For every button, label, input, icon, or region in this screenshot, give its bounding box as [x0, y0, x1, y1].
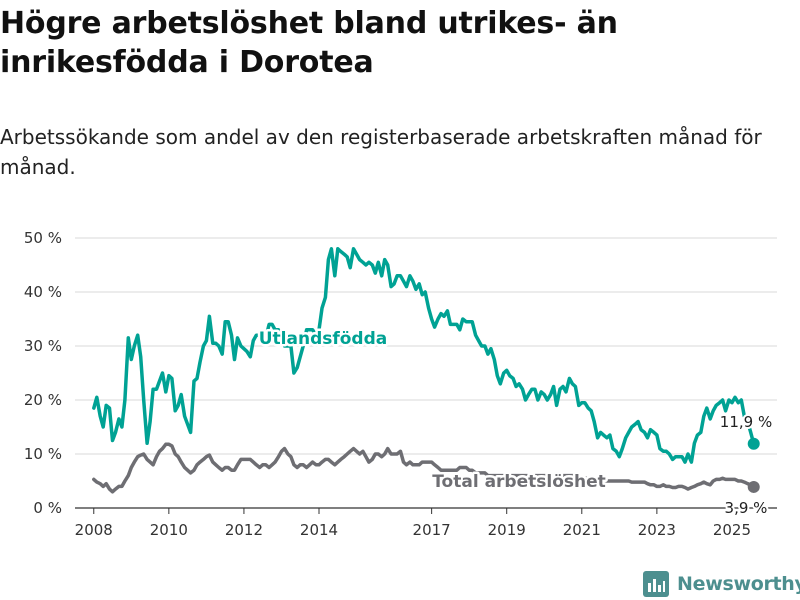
y-tick-label: 40 %: [24, 283, 62, 301]
x-tick-label: 2023: [638, 521, 676, 539]
y-tick-label: 10 %: [24, 445, 62, 463]
y-tick-label: 30 %: [24, 337, 62, 355]
newsworthy-logo: Newsworthy: [643, 569, 800, 599]
end-point-utlandsfodda: [747, 437, 760, 450]
x-tick-label: 2012: [225, 521, 263, 539]
x-tick-label: 2014: [300, 521, 338, 539]
y-tick-label: 20 %: [24, 391, 62, 409]
series-label-utlandsfodda: Utlandsfödda: [259, 329, 388, 349]
newsworthy-logo-icon: [643, 571, 669, 597]
y-tick-label: 50 %: [24, 229, 62, 247]
x-tick-label: 2017: [413, 521, 451, 539]
x-tick-label: 2008: [75, 521, 113, 539]
y-tick-label: 0 %: [33, 499, 62, 517]
brand-name: Newsworthy: [677, 573, 800, 595]
x-tick-label: 2019: [488, 521, 526, 539]
end-point-total: [747, 480, 760, 493]
x-tick-label: 2010: [150, 521, 188, 539]
series-line-total: [92, 442, 756, 494]
series-line-utlandsfodda: [92, 247, 756, 464]
series-label-total: Total arbetslöshet: [432, 472, 606, 492]
chart-title: Högre arbetslöshet bland utrikes- än inr…: [0, 6, 618, 80]
x-tick-label: 2025: [713, 521, 751, 539]
x-tick-label: 2021: [563, 521, 601, 539]
chart-subtitle: Arbetssökande som andel av den registerb…: [0, 125, 762, 179]
end-label-utlandsfodda: 11,9 %: [720, 413, 772, 431]
end-label-total: 3,9 %: [725, 499, 768, 517]
